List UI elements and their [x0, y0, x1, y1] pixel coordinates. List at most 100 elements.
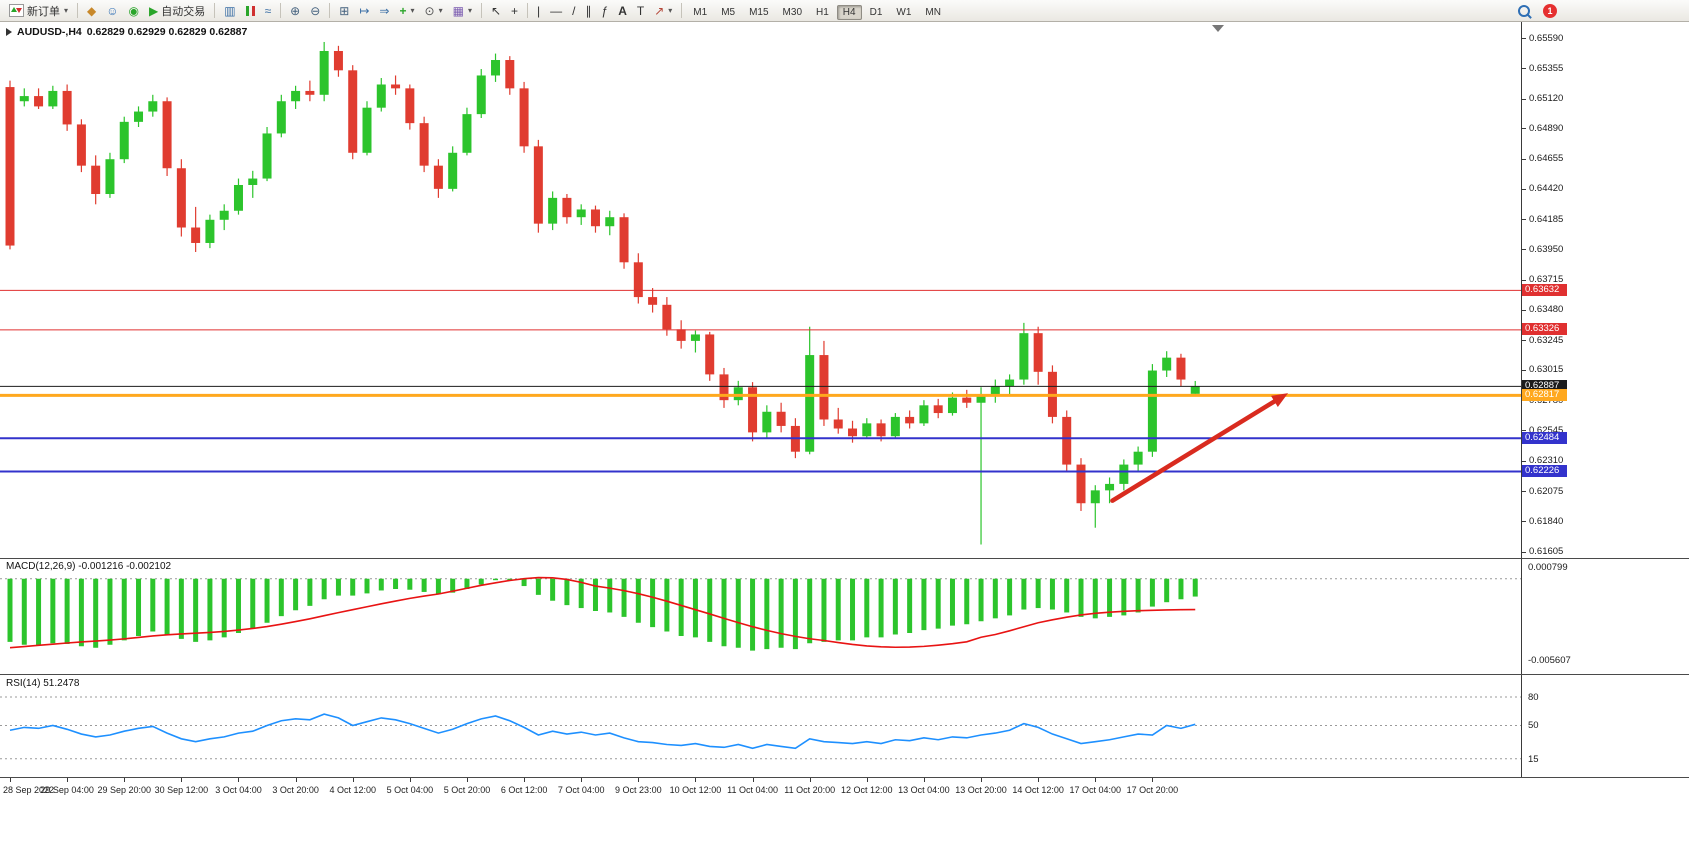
one-click-trading-toggle[interactable]: [6, 28, 12, 36]
candlestick-chart-button[interactable]: [242, 2, 259, 20]
time-axis-tick: [67, 778, 69, 782]
templates-button[interactable]: ▦ ▾: [449, 2, 476, 20]
fibonacci-button[interactable]: ƒ: [598, 2, 613, 20]
tf-button-h4[interactable]: H4: [836, 4, 862, 20]
panel-separator[interactable]: [0, 558, 1689, 559]
community-icon: ◉: [128, 3, 139, 18]
toolbar-separator: [214, 3, 216, 18]
price-axis-tick: [1522, 430, 1526, 432]
price-axis-tick: [1522, 128, 1526, 130]
auto-scroll-icon: ↦: [359, 3, 370, 18]
channel-button[interactable]: ∥: [582, 2, 596, 20]
time-axis-label: 7 Oct 04:00: [557, 785, 605, 795]
community-button[interactable]: ◉: [125, 2, 143, 20]
timeframe-group: M1 M5 M15 M30 H1 H4 D1 W1 MN: [686, 2, 948, 20]
trendline-button[interactable]: /: [568, 2, 579, 20]
time-axis-label: 13 Oct 04:00: [898, 785, 950, 795]
bar-chart-icon: ▥: [224, 3, 236, 18]
price-axis-tick: [1522, 38, 1526, 40]
vertical-line-icon: |: [537, 3, 541, 18]
line-chart-button[interactable]: ≈: [261, 2, 276, 20]
symbol-period-label: AUDUSD-,H4: [17, 26, 82, 38]
new-order-button[interactable]: 新订单 ▾: [5, 2, 72, 20]
cursor-button[interactable]: ↖: [487, 2, 505, 20]
time-axis-tick: [581, 778, 583, 782]
time-axis-tick: [238, 778, 240, 782]
tf-button-m30[interactable]: M30: [782, 6, 802, 18]
price-badge: 0.62484: [1522, 431, 1567, 444]
periods-button[interactable]: ⊙ ▾: [421, 2, 447, 20]
text-label-button[interactable]: T: [633, 2, 648, 20]
macd-axis-label: 0.000799: [1528, 562, 1568, 573]
time-axis-label: 17 Oct 04:00: [1069, 785, 1122, 795]
tf-button-mn[interactable]: MN: [925, 6, 941, 18]
notification-badge[interactable]: 1: [1543, 3, 1557, 18]
mql-button[interactable]: ◆: [83, 2, 100, 20]
bar-chart-button[interactable]: ▥: [220, 2, 239, 20]
price-axis-tick: [1522, 340, 1526, 342]
price-axis-tick: [1522, 309, 1526, 311]
toolbar-right-tools: 1: [1513, 2, 1557, 20]
tf-button-m5[interactable]: M5: [721, 6, 736, 18]
price-axis-tick: [1522, 219, 1526, 221]
text-button[interactable]: A: [614, 2, 631, 20]
time-axis-tick: [409, 778, 411, 782]
time-axis-label: 5 Oct 04:00: [386, 785, 434, 795]
price-axis-tick: [1522, 98, 1526, 100]
autotrading-button[interactable]: ▶ 自动交易: [145, 2, 209, 20]
chart-title: AUDUSD-,H4 0.62829 0.62929 0.62829 0.628…: [6, 26, 247, 38]
zoom-in-button[interactable]: ⊕: [286, 2, 304, 20]
time-axis-tick: [695, 778, 697, 782]
tf-button-m1[interactable]: M1: [693, 6, 708, 18]
time-axis-tick: [1152, 778, 1154, 782]
horizontal-line-button[interactable]: —: [546, 2, 566, 20]
price-axis-label: 0.63245: [1529, 334, 1564, 346]
chevron-down-icon: ▾: [410, 6, 415, 15]
price-axis-label: 0.64420: [1529, 183, 1564, 195]
price-axis-label: 0.64655: [1529, 153, 1564, 165]
auto-scroll-button[interactable]: ↦: [355, 2, 373, 20]
price-axis-tick: [1522, 369, 1526, 371]
price-scale[interactable]: 0.63632 0.63326 0.62887 0.62817 0.62484 0.622…: [1521, 22, 1689, 777]
panel-separator[interactable]: [0, 674, 1689, 675]
search-button[interactable]: [1514, 2, 1534, 20]
chart-area[interactable]: AUDUSD-,H4 0.62829 0.62929 0.62829 0.628…: [0, 22, 1689, 859]
autotrading-play-icon: ▶: [149, 3, 159, 18]
macd-value: -0.001216: [78, 561, 124, 572]
chevron-down-icon: ▾: [467, 6, 472, 15]
time-axis-tick: [181, 778, 183, 782]
time-axis-label: 28 Sep 2022: [3, 785, 55, 795]
time-axis-label: 29 Sep 20:00: [97, 785, 152, 795]
panel-separator: [0, 777, 1689, 778]
time-axis-tick: [638, 778, 640, 782]
rsi-canvas[interactable]: [0, 674, 1689, 777]
price-axis-label: 0.64185: [1529, 213, 1564, 225]
macd-name: MACD(12,26,9): [6, 561, 76, 572]
chat-button[interactable]: ☺: [102, 2, 122, 20]
toolbar-separator: [681, 3, 683, 18]
macd-canvas[interactable]: [0, 558, 1689, 674]
tf-button-m15[interactable]: M15: [749, 6, 769, 18]
tf-button-w1[interactable]: W1: [896, 6, 912, 18]
arrows-button[interactable]: ↗ ▾: [650, 2, 676, 20]
candlestick-canvas[interactable]: [0, 22, 1689, 558]
time-axis[interactable]: 28 Sep 2022 29 Sep 04:00 29 Sep 20:00 30 Se…: [0, 778, 1689, 808]
indicators-button[interactable]: + ▾: [395, 2, 418, 20]
trend-arrow[interactable]: [1110, 393, 1289, 503]
tile-windows-button[interactable]: ⊞: [335, 2, 353, 20]
vertical-line-button[interactable]: |: [533, 2, 544, 20]
chart-shift-button[interactable]: ⇒: [375, 2, 393, 20]
zoom-out-button[interactable]: ⊖: [306, 2, 324, 20]
price-axis-tick: [1522, 188, 1526, 190]
toolbar: 新订单 ▾ ◆ ☺ ◉ ▶ 自动交易 ▥ ≈ ⊕ ⊖ ⊞ ↦ ⇒ + ▾ ⊙ ▾ ▦…: [0, 0, 1689, 22]
crosshair-button[interactable]: +: [507, 2, 522, 20]
price-axis-label: 0.64890: [1529, 122, 1564, 134]
tf-button-d1[interactable]: D1: [869, 6, 883, 18]
time-axis-label: 11 Oct 04:00: [727, 785, 778, 795]
tile-windows-icon: ⊞: [339, 3, 350, 18]
templates-icon: ▦: [452, 3, 464, 18]
price-axis-tick: [1522, 521, 1526, 523]
mql-icon: ◆: [87, 3, 97, 18]
rsi-axis-label: 15: [1528, 754, 1539, 765]
tf-button-h1[interactable]: H1: [816, 6, 829, 18]
